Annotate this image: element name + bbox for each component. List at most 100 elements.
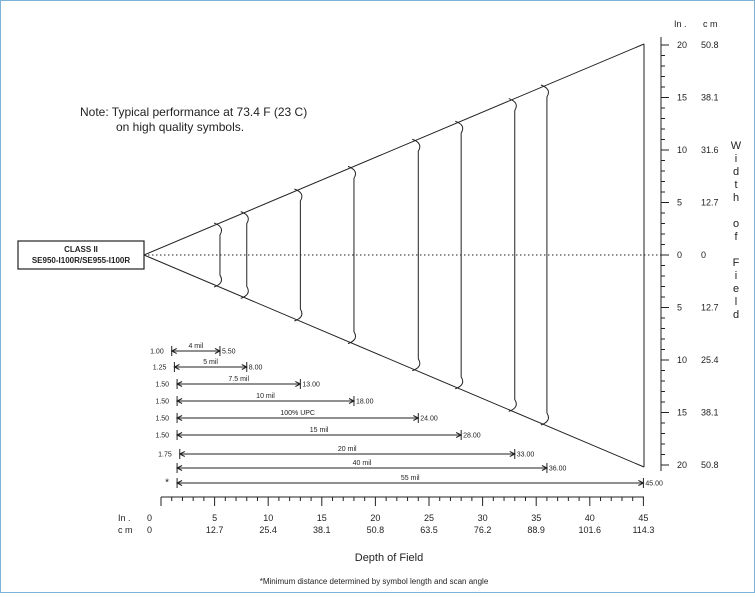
- width-title-char: W: [731, 140, 742, 152]
- depth-tick-label-cm: 114.3: [632, 525, 654, 535]
- range-far-value: 18.00: [356, 399, 374, 406]
- range-near-value: 1.50: [155, 382, 169, 389]
- range-bar-near-arrow: [175, 465, 183, 471]
- range-far-value: 33.00: [517, 452, 535, 459]
- depth-tick-label-cm: 88.9: [527, 525, 545, 535]
- range-arc: [240, 211, 249, 299]
- range-arc: [540, 84, 549, 426]
- depth-unit-in: In .: [118, 513, 131, 523]
- depth-tick-label-cm: 25.4: [259, 525, 277, 535]
- range-bar-near-arrow: [175, 381, 183, 387]
- depth-tick-label-in: 10: [263, 513, 273, 523]
- width-tick-label-in: 20: [677, 40, 687, 50]
- range-arc: [454, 120, 464, 390]
- width-title-char: i: [735, 270, 737, 282]
- range-arc: [294, 188, 303, 322]
- depth-tick-label-in: 0: [147, 513, 152, 523]
- depth-tick-label-cm: 76.2: [474, 525, 492, 535]
- note-line-1: Note: Typical performance at 73.4 F (23 …: [80, 105, 307, 119]
- scanner-model-label: SE950-I100R/SE955-I100R: [32, 256, 131, 265]
- range-bar-far-arrow: [638, 480, 645, 486]
- width-tick-label-in: 5: [677, 198, 682, 208]
- width-title-char: h: [733, 192, 739, 204]
- footnote: *Minimum distance determined by symbol l…: [260, 577, 489, 586]
- range-arc: [213, 222, 222, 288]
- range-bar-label: 5 mil: [203, 359, 218, 366]
- range-bar-label: 55 mil: [401, 475, 420, 482]
- range-near-value: *: [165, 478, 169, 489]
- range-far-value: 8.00: [249, 365, 263, 372]
- range-bar-near-arrow: [178, 451, 185, 457]
- range-far-value: 28.00: [463, 433, 481, 440]
- range-arc: [508, 98, 517, 412]
- width-title-char: i: [735, 153, 737, 165]
- range-near-value: 1.75: [158, 452, 172, 459]
- depth-tick-label-in: 40: [585, 513, 595, 523]
- range-bar-label: 15 mil: [310, 427, 329, 434]
- width-tick-label-cm: 25.4: [701, 355, 719, 365]
- scan-zone-lower-edge: [143, 254, 645, 468]
- range-bar-far-arrow: [455, 432, 463, 438]
- depth-tick-label-in: 25: [424, 513, 434, 523]
- depth-tick-label-cm: 0: [147, 525, 152, 535]
- range-bars: 4 mil 1.00 5.50 5 mil 1.25 8.007.5 mil 1.50 13.…: [150, 343, 663, 489]
- range-bar-label: 4 mil: [188, 343, 203, 350]
- width-tick-label-cm: 38.1: [701, 93, 719, 103]
- range-bar-far-arrow: [509, 451, 516, 457]
- depth-tick-label-in: 5: [212, 513, 217, 523]
- range-bar-far-arrow: [348, 398, 356, 404]
- depth-tick-label-cm: 12.7: [206, 525, 224, 535]
- depth-tick-label-in: 30: [478, 513, 488, 523]
- width-tick-label-in: 15: [677, 408, 687, 418]
- width-tick-label-in: 5: [677, 303, 682, 313]
- width-tick-label-in: 10: [677, 355, 687, 365]
- scan-zone-upper-edge: [143, 43, 645, 256]
- depth-tick-label-cm: 38.1: [313, 525, 331, 535]
- width-tick-label-cm: 0: [701, 250, 706, 260]
- width-title-char: l: [735, 296, 737, 308]
- range-bar-near-arrow: [175, 480, 183, 486]
- range-near-value: 1.50: [155, 416, 169, 423]
- width-title-char: F: [733, 257, 740, 269]
- depth-tick-label-cm: 101.6: [579, 525, 602, 535]
- width-unit-in: In .: [674, 19, 687, 29]
- range-near-value: 1.00: [150, 349, 164, 356]
- width-title-char: d: [733, 166, 739, 178]
- range-near-value: 1.50: [155, 433, 169, 440]
- range-bar-near-arrow: [175, 398, 183, 404]
- width-title-char: o: [733, 218, 739, 230]
- note-line-2: on high quality symbols.: [116, 120, 244, 134]
- range-bar-near-arrow: [175, 432, 183, 438]
- width-tick-label-cm: 38.1: [701, 408, 719, 418]
- range-bar-far-arrow: [214, 348, 222, 354]
- width-title-char: e: [733, 283, 739, 295]
- scanner-box: [17, 240, 145, 270]
- width-axis: In . c m 20 50.8 15 38.1 10 31.6 5 12.7 0 0 5 12.7 1…: [660, 19, 719, 471]
- width-tick-label-cm: 31.6: [701, 145, 719, 155]
- width-tick-label-cm: 50.8: [701, 460, 719, 470]
- range-near-value: 1.50: [155, 399, 169, 406]
- depth-axis-title: Depth of Field: [355, 552, 423, 564]
- scanner-class-label: CLASS II: [64, 245, 98, 254]
- depth-unit-cm: c m: [118, 525, 133, 535]
- range-far-value: 45.00: [645, 481, 663, 488]
- range-bar-far-arrow: [295, 381, 302, 387]
- range-bar-far-arrow: [541, 465, 549, 471]
- width-tick-label-cm: 12.7: [701, 198, 719, 208]
- range-far-value: 5.50: [222, 349, 236, 356]
- width-unit-cm: c m: [703, 19, 718, 29]
- range-far-value: 24.00: [420, 416, 438, 423]
- depth-tick-label-cm: 63.5: [420, 525, 438, 535]
- depth-tick-label-in: 20: [370, 513, 380, 523]
- depth-tick-label-in: 45: [638, 513, 648, 523]
- range-arc: [412, 138, 421, 372]
- range-bar-label: 40 mil: [353, 460, 372, 467]
- range-bar-far-arrow: [241, 364, 248, 370]
- depth-axis: In . c m 0 0 5 12.7 10 25.4 15 38.1 20 50.8 25 63.5…: [118, 496, 654, 535]
- range-bar-far-arrow: [413, 415, 420, 421]
- width-tick-label-cm: 50.8: [701, 40, 719, 50]
- depth-tick-label-cm: 50.8: [367, 525, 385, 535]
- range-bar-near-arrow: [175, 415, 183, 421]
